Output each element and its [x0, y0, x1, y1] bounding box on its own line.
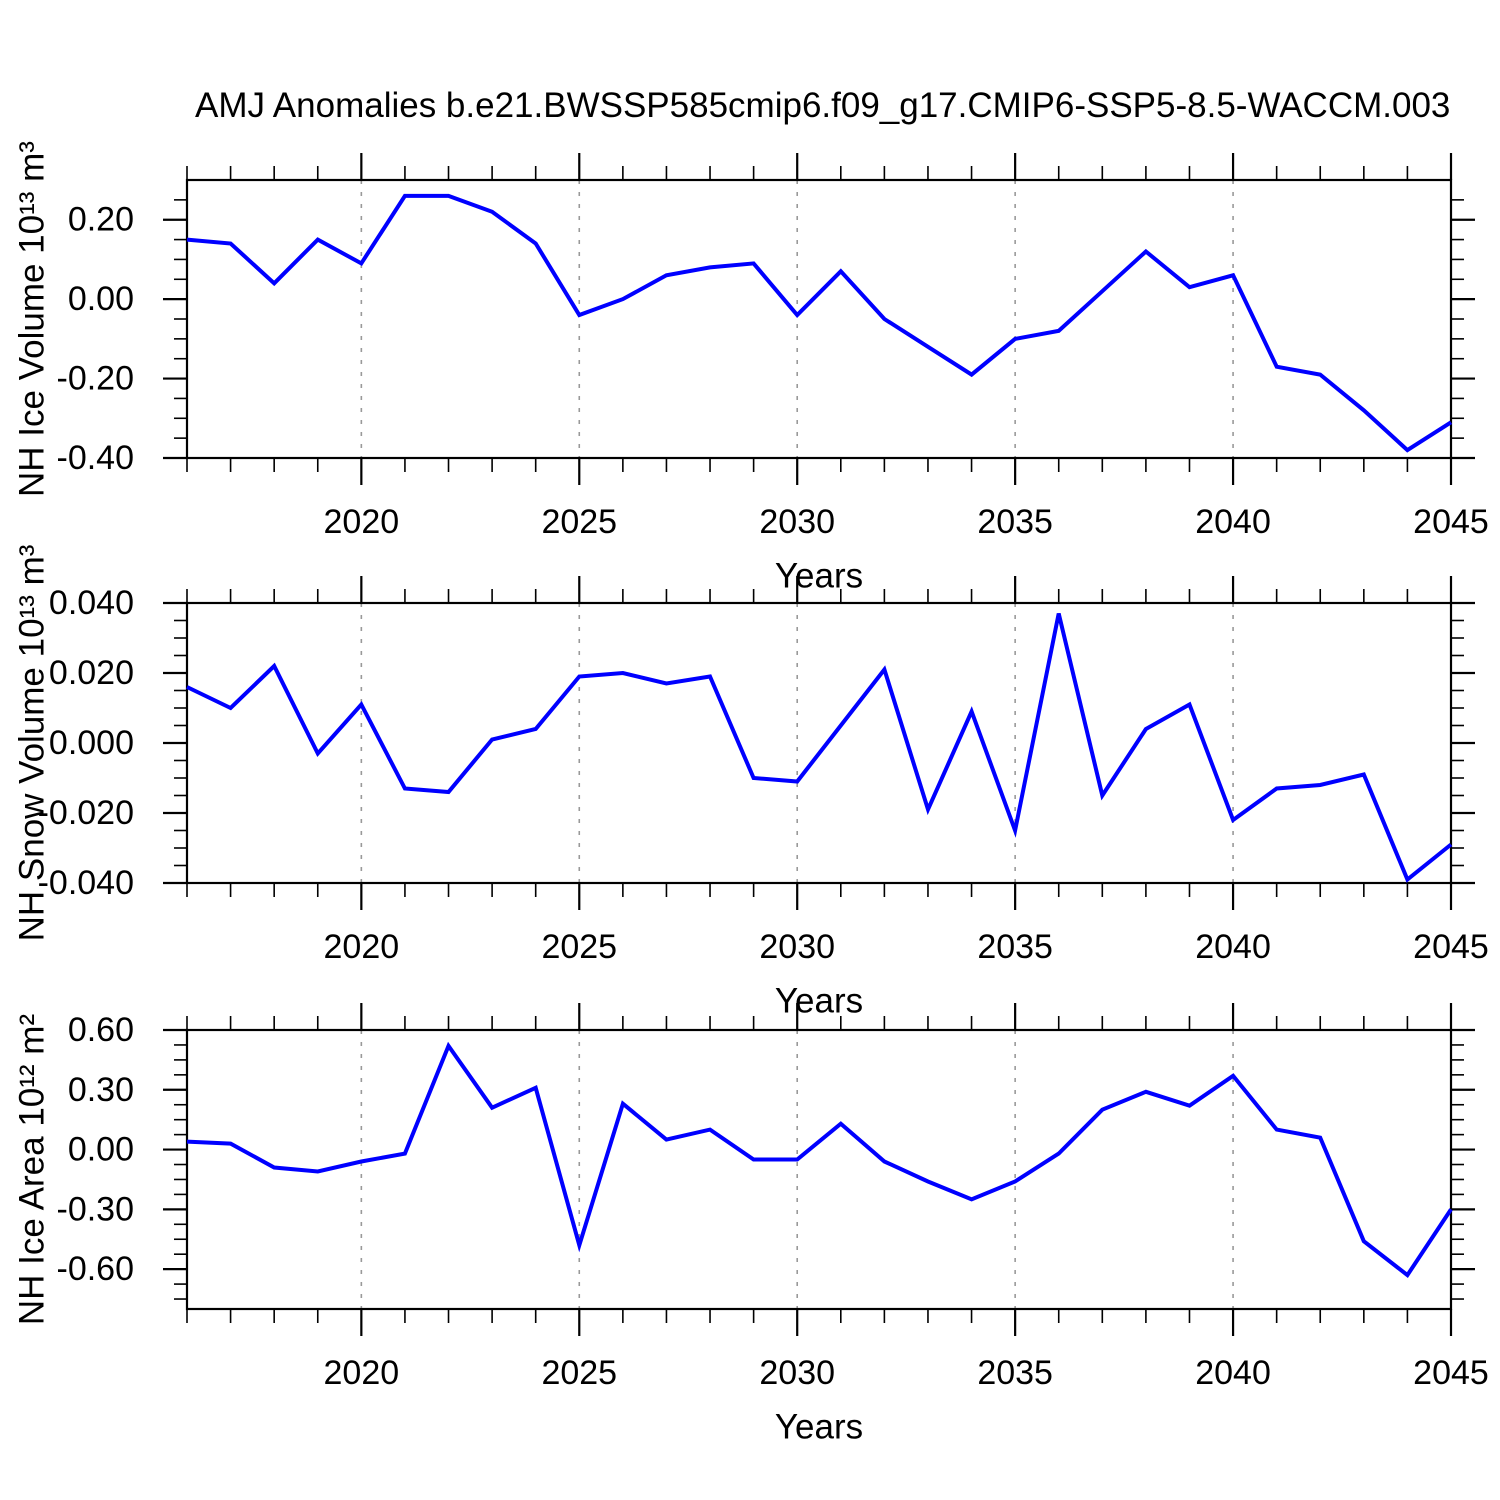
y-tick-labels-ice-volume: 0.20 0.00 -0.20 -0.40: [57, 201, 135, 477]
x-tick-label: 2045: [1413, 503, 1489, 541]
y-tick-label: -0.40: [57, 439, 135, 477]
y-tick-label: -0.040: [38, 864, 134, 902]
y-tick-label: -0.020: [38, 794, 134, 832]
y-tick-label: -0.30: [57, 1190, 135, 1228]
x-tick-label: 2035: [977, 503, 1053, 541]
x-tick-label: 2035: [977, 928, 1053, 966]
ticks-ice-volume: [163, 153, 1475, 485]
series-line-snow-volume: [186, 613, 1453, 883]
y-axis-title-ice-volume: NH Ice Volume 10¹³ m³: [13, 141, 52, 497]
y-tick-label: -0.60: [57, 1250, 135, 1288]
x-tick-label: 2030: [759, 928, 835, 966]
x-tick-label: 2040: [1195, 503, 1271, 541]
x-tick-label: 2030: [759, 503, 835, 541]
x-tick-label: 2030: [759, 1354, 835, 1392]
x-tick-label: 2025: [541, 503, 617, 541]
y-tick-labels-snow-volume: 0.040 0.020 0.000 -0.020 -0.040: [38, 584, 134, 902]
x-tick-label: 2020: [324, 503, 400, 541]
gridlines-ice-volume: [360, 180, 1234, 458]
x-tick-label: 2040: [1195, 1354, 1271, 1392]
x-tick-label: 2025: [541, 1354, 617, 1392]
ticks-snow-volume: [163, 576, 1475, 910]
x-tick-label: 2025: [541, 928, 617, 966]
y-tick-label: 0.60: [68, 1011, 134, 1049]
figure-title: AMJ Anomalies b.e21.BWSSP585cmip6.f09_g1…: [195, 86, 1450, 125]
y-tick-label: 0.00: [68, 280, 134, 318]
x-tick-labels-snow-volume: 2020 2025 2030 2035 2040 2045: [324, 928, 1489, 966]
y-tick-label: 0.020: [49, 654, 134, 692]
y-axis-title-ice-area: NH Ice Area 10¹² m²: [13, 1014, 52, 1325]
x-tick-labels-ice-area: 2020 2025 2030 2035 2040 2045: [324, 1354, 1489, 1392]
x-tick-label: 2035: [977, 1354, 1053, 1392]
y-tick-label: 0.00: [68, 1131, 134, 1169]
x-tick-labels-ice-volume: 2020 2025 2030 2035 2040 2045: [324, 503, 1489, 541]
y-tick-label: 0.040: [49, 584, 134, 622]
series-line-ice-volume: [186, 193, 1453, 453]
y-tick-label: 0.000: [49, 724, 134, 762]
x-tick-label: 2020: [324, 928, 400, 966]
x-axis-title-ice-area: Years: [775, 1408, 863, 1447]
y-tick-labels-ice-area: 0.60 0.30 0.00 -0.30 -0.60: [57, 1011, 135, 1288]
plot-border-snow-volume: [185, 601, 1453, 885]
y-axis-title-snow-volume: NH Snow Volume 10¹³ m³: [13, 545, 52, 942]
y-tick-label: -0.20: [57, 360, 135, 398]
x-tick-label: 2020: [324, 1354, 400, 1392]
x-tick-label: 2040: [1195, 928, 1271, 966]
y-tick-label: 0.20: [68, 201, 134, 239]
ticks-ice-area: [163, 1003, 1475, 1336]
x-axis-title-ice-volume: Years: [775, 557, 863, 596]
x-axis-title-snow-volume: Years: [775, 982, 863, 1021]
plot-border-ice-area: [185, 1028, 1453, 1311]
y-tick-label: 0.30: [68, 1071, 134, 1109]
plot-border-ice-volume: [185, 178, 1453, 460]
series-line-ice-area: [186, 1041, 1453, 1279]
x-tick-label: 2045: [1413, 1354, 1489, 1392]
x-tick-label: 2045: [1413, 928, 1489, 966]
